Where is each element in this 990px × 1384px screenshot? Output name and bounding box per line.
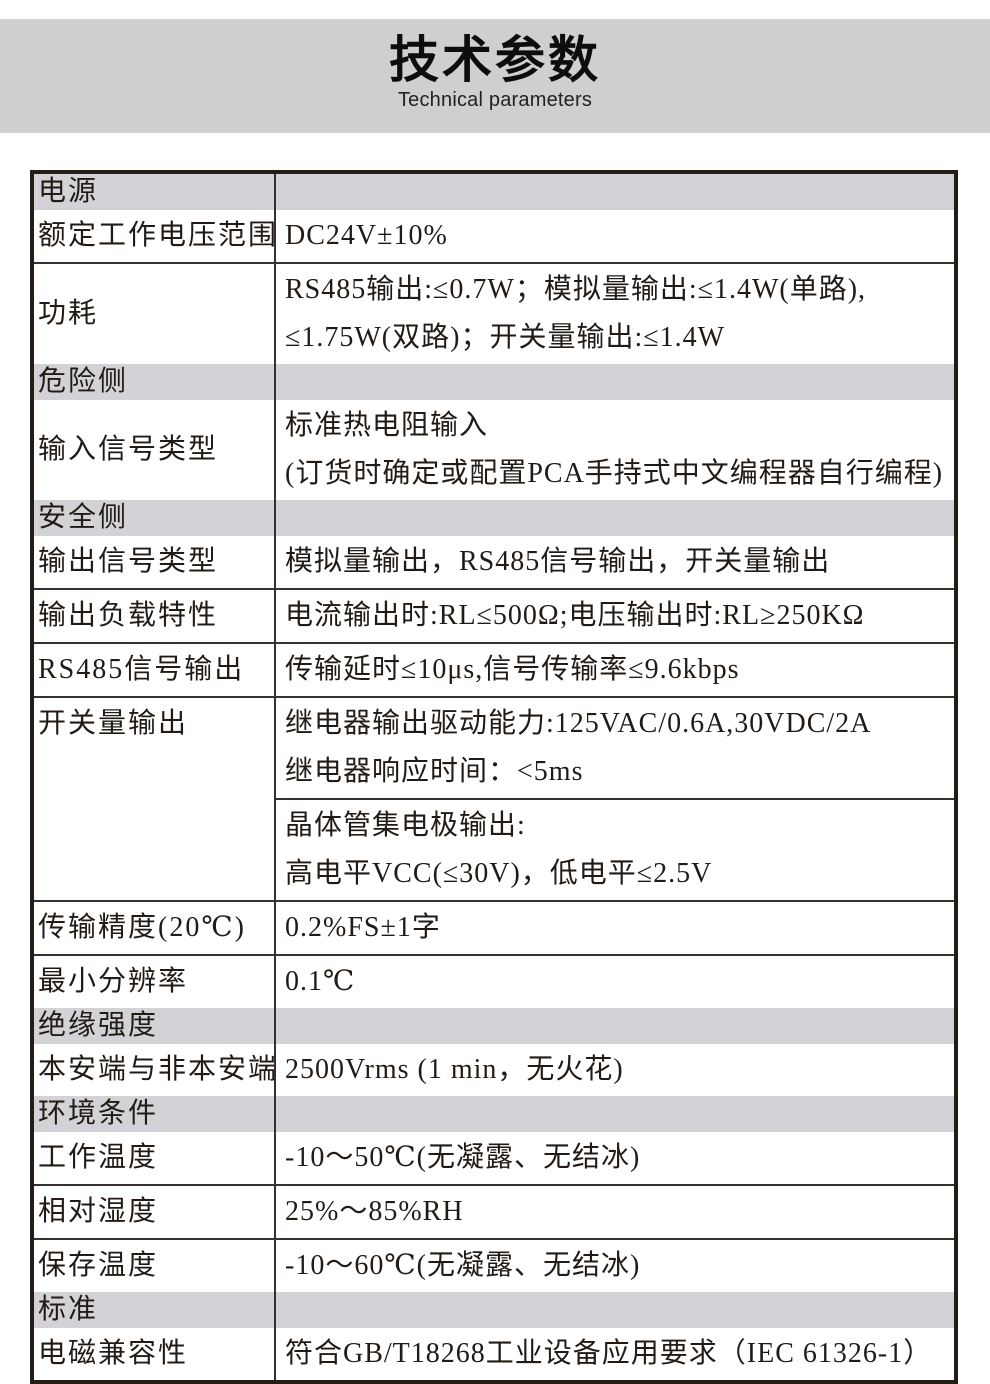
section-row: 危险侧 (34, 364, 954, 400)
value-line: 2500Vrms (1 min，无火花) (285, 1054, 624, 1085)
row-value: 电流输出时:RL≤500Ω;电压输出时:RL≥250KΩ (274, 590, 954, 642)
row-value-block: 继电器输出驱动能力:125VAC/0.6A,30VDC/2A 继电器响应时间：<5… (276, 698, 954, 798)
table-row: 工作温度 -10～50℃(无凝露、无结冰) (34, 1132, 954, 1184)
table-row: 保存温度 -10～60℃(无凝露、无结冰) (34, 1238, 954, 1292)
row-label: 保存温度 (38, 1250, 159, 1281)
section-value-empty (274, 174, 954, 210)
row-value: DC24V±10% (274, 210, 954, 262)
row-value: 标准热电阻输入 (订货时确定或配置PCA手持式中文编程器自行编程) (274, 400, 954, 500)
row-value: 0.2%FS±1字 (274, 902, 954, 954)
row-label: 输入信号类型 (38, 434, 219, 465)
row-label: 功耗 (38, 298, 99, 329)
row-value-block: 晶体管集电极输出: 高电平VCC(≤30V)，低电平≤2.5V (276, 798, 954, 900)
table-row: 传输精度(20℃) 0.2%FS±1字 (34, 900, 954, 954)
value-line: 高电平VCC(≤30V)，低电平≤2.5V (285, 858, 713, 889)
value-line: 继电器响应时间：<5ms (285, 756, 584, 787)
row-label: RS485信号输出 (38, 654, 245, 685)
row-label: 传输精度(20℃) (38, 912, 246, 943)
row-label: 最小分辨率 (38, 966, 189, 997)
row-value: 25%～85%RH (274, 1186, 954, 1238)
section-value-empty (274, 500, 954, 536)
table-row: 最小分辨率 0.1℃ (34, 954, 954, 1008)
row-label: 输出负载特性 (38, 600, 219, 631)
section-value-empty (274, 1096, 954, 1132)
row-label: 输出信号类型 (38, 546, 219, 577)
section-label: 危险侧 (38, 366, 129, 397)
row-value: -10～60℃(无凝露、无结冰) (274, 1240, 954, 1292)
row-value: -10～50℃(无凝露、无结冰) (274, 1132, 954, 1184)
section-label: 标准 (38, 1294, 99, 1325)
table-row: 输出负载特性 电流输出时:RL≤500Ω;电压输出时:RL≥250KΩ (34, 588, 954, 642)
value-line: 0.1℃ (285, 966, 356, 997)
row-value: 符合GB/T18268工业设备应用要求（IEC 61326-1） (274, 1328, 954, 1380)
row-label: 额定工作电压范围 (38, 220, 274, 251)
row-label: 工作温度 (38, 1142, 159, 1173)
page: { "page": { "background": "#ffffff" }, "… (0, 19, 990, 1384)
table-row: 电磁兼容性 符合GB/T18268工业设备应用要求（IEC 61326-1） (34, 1328, 954, 1380)
section-row: 标准 (34, 1292, 954, 1328)
section-row: 绝缘强度 (34, 1008, 954, 1044)
table-row: 本安端与非本安端 2500Vrms (1 min，无火花) (34, 1044, 954, 1096)
page-title: 技术参数 (389, 32, 601, 88)
row-value-group: 继电器输出驱动能力:125VAC/0.6A,30VDC/2A 继电器响应时间：<5… (274, 698, 954, 900)
row-value: 模拟量输出，RS485信号输出，开关量输出 (274, 536, 954, 588)
section-row: 安全侧 (34, 500, 954, 536)
row-value: 2500Vrms (1 min，无火花) (274, 1044, 954, 1096)
value-line: ≤1.75W(双路)；开关量输出:≤1.4W (285, 322, 726, 353)
table-row: 相对湿度 25%～85%RH (34, 1184, 954, 1238)
section-label: 电源 (38, 176, 99, 207)
value-line: 符合GB/T18268工业设备应用要求（IEC 61326-1） (285, 1338, 933, 1369)
section-row: 环境条件 (34, 1096, 954, 1132)
value-line: (订货时确定或配置PCA手持式中文编程器自行编程) (285, 458, 944, 489)
section-label: 环境条件 (38, 1098, 159, 1129)
section-value-empty (274, 1008, 954, 1044)
page-subtitle: Technical parameters (397, 89, 593, 111)
row-label: 电磁兼容性 (38, 1338, 189, 1369)
value-line: 25%～85%RH (285, 1196, 464, 1227)
table-row: RS485信号输出 传输延时≤10μs,信号传输率≤9.6kbps (34, 642, 954, 696)
table-row: 功耗 RS485输出:≤0.7W；模拟量输出:≤1.4W(单路), ≤1.75W(双… (34, 262, 954, 364)
value-line: 传输延时≤10μs,信号传输率≤9.6kbps (285, 654, 740, 685)
row-value: 传输延时≤10μs,信号传输率≤9.6kbps (274, 644, 954, 696)
row-value: RS485输出:≤0.7W；模拟量输出:≤1.4W(单路), ≤1.75W(双路)… (274, 264, 954, 364)
value-line: 电流输出时:RL≤500Ω;电压输出时:RL≥250KΩ (285, 600, 865, 631)
row-label: 开关量输出 (38, 708, 189, 739)
section-label: 绝缘强度 (38, 1010, 159, 1041)
section-row: 电源 (34, 174, 954, 210)
table-row: 开关量输出 继电器输出驱动能力:125VAC/0.6A,30VDC/2A 继电器响应… (34, 696, 954, 900)
title-banner: 技术参数 Technical parameters (0, 19, 990, 133)
value-line: 0.2%FS±1字 (285, 912, 441, 943)
table-row: 额定工作电压范围 DC24V±10% (34, 210, 954, 262)
spec-table: 电源额定工作电压范围 DC24V±10% 功耗 RS485输出:≤0.7W；模拟量输出… (30, 170, 958, 1384)
table-row: 输出信号类型 模拟量输出，RS485信号输出，开关量输出 (34, 536, 954, 588)
section-value-empty (274, 364, 954, 400)
value-line: -10～50℃(无凝露、无结冰) (285, 1142, 641, 1173)
value-line: 继电器输出驱动能力:125VAC/0.6A,30VDC/2A (285, 708, 872, 739)
value-line: RS485输出:≤0.7W；模拟量输出:≤1.4W(单路), (285, 274, 867, 305)
value-line: 标准热电阻输入 (285, 410, 489, 441)
row-label: 本安端与非本安端 (38, 1054, 274, 1085)
row-label: 相对湿度 (38, 1196, 159, 1227)
table-row: 输入信号类型 标准热电阻输入 (订货时确定或配置PCA手持式中文编程器自行编程) (34, 400, 954, 500)
row-value: 0.1℃ (274, 956, 954, 1008)
value-line: 晶体管集电极输出: (285, 810, 526, 841)
value-line: 模拟量输出，RS485信号输出，开关量输出 (285, 546, 831, 577)
section-value-empty (274, 1292, 954, 1328)
value-line: -10～60℃(无凝露、无结冰) (285, 1250, 641, 1281)
value-line: DC24V±10% (285, 220, 448, 251)
section-label: 安全侧 (38, 502, 129, 533)
